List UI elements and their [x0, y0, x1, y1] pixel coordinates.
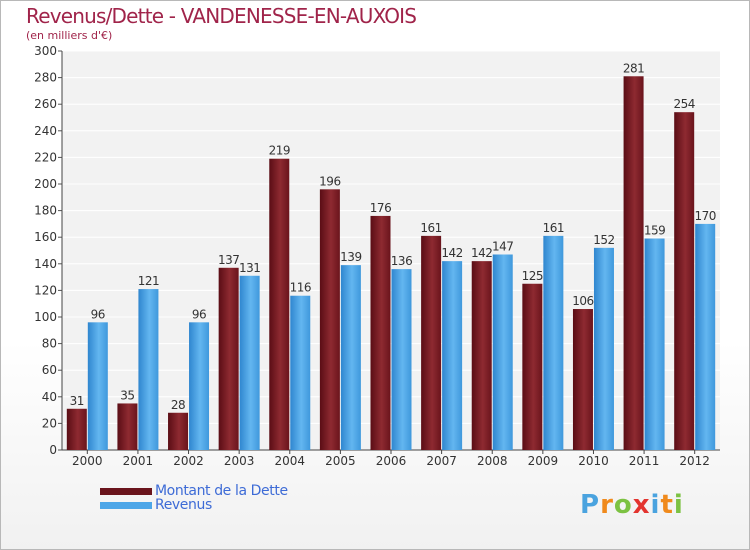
y-tick-label: 0 [49, 443, 57, 457]
data-label-revenus: 152 [593, 233, 614, 247]
data-label-revenus: 142 [441, 246, 462, 260]
bar-revenus [644, 238, 665, 450]
y-tick-label: 120 [34, 283, 57, 297]
bar-dette [674, 112, 695, 451]
y-tick-label: 80 [42, 337, 57, 351]
x-tick-label: 2006 [376, 454, 407, 468]
bar-revenus [340, 265, 361, 450]
bar-revenus [189, 322, 210, 450]
data-label-dette: 219 [269, 144, 290, 158]
y-tick-label: 240 [34, 124, 57, 138]
data-label-dette: 142 [471, 246, 492, 260]
legend: Montant de la Dette Revenus [100, 484, 288, 512]
y-tick-label: 140 [34, 257, 57, 271]
legend-item-revenus: Revenus [100, 498, 288, 512]
bar-revenus [442, 261, 463, 450]
chart-title: Revenus/Dette - VANDENESSE-EN-AUXOIS [26, 4, 417, 28]
bar-revenus [695, 223, 716, 450]
x-tick-label: 2012 [679, 454, 710, 468]
chart-subtitle: (en milliers d'€) [26, 29, 113, 42]
y-tick-label: 220 [34, 150, 57, 164]
proxiti-logo: Proxiti [580, 490, 684, 520]
y-tick-label: 60 [42, 363, 57, 377]
data-label-dette: 161 [420, 221, 441, 235]
data-label-dette: 125 [522, 269, 543, 283]
data-label-revenus: 139 [340, 250, 361, 264]
x-tick-label: 2007 [426, 454, 457, 468]
bar-dette [623, 76, 644, 451]
bar-dette [471, 261, 492, 450]
data-label-revenus: 116 [290, 281, 311, 295]
data-label-revenus: 161 [543, 221, 564, 235]
bar-dette [218, 267, 239, 450]
data-label-dette: 176 [370, 201, 391, 215]
data-label-dette: 28 [171, 398, 185, 412]
legend-swatch-debt [100, 488, 152, 495]
bar-revenus [138, 289, 159, 450]
bar-dette [269, 158, 290, 451]
data-label-dette: 31 [70, 394, 84, 408]
bar-revenus [391, 269, 412, 450]
data-label-dette: 254 [673, 97, 694, 111]
data-label-revenus: 96 [192, 307, 206, 321]
legend-swatch-revenus [100, 502, 152, 509]
data-label-dette: 137 [218, 253, 239, 267]
x-tick-label: 2005 [325, 454, 356, 468]
y-tick-label: 300 [34, 44, 57, 58]
bar-dette [572, 309, 593, 450]
legend-label-revenus: Revenus [155, 497, 212, 513]
legend-label-debt: Montant de la Dette [155, 483, 288, 499]
y-tick-label: 100 [34, 310, 57, 324]
bar-dette [117, 403, 138, 450]
bar-revenus [593, 247, 614, 450]
data-label-dette: 196 [319, 174, 340, 188]
y-tick-label: 260 [34, 97, 57, 111]
x-tick-label: 2011 [629, 454, 660, 468]
bar-revenus [239, 275, 260, 450]
x-tick-label: 2009 [528, 454, 559, 468]
x-tick-label: 2002 [173, 454, 204, 468]
x-tick-label: 2010 [578, 454, 609, 468]
legend-item-debt: Montant de la Dette [100, 484, 288, 498]
data-label-revenus: 131 [239, 261, 260, 275]
bar-revenus [87, 322, 108, 450]
plot-area [62, 51, 720, 450]
bar-dette [319, 189, 340, 450]
bar-revenus [290, 295, 311, 450]
data-label-dette: 35 [120, 388, 134, 402]
data-label-revenus: 136 [391, 254, 412, 268]
bar-dette [66, 408, 87, 450]
bar-revenus [492, 254, 513, 450]
bar-dette [522, 283, 543, 450]
x-tick-label: 2003 [224, 454, 255, 468]
bar-revenus [543, 235, 564, 450]
y-tick-label: 280 [34, 71, 57, 85]
y-tick-label: 160 [34, 230, 57, 244]
data-label-revenus: 159 [644, 224, 665, 238]
bar-dette [421, 235, 442, 450]
bar-dette [168, 412, 189, 450]
data-label-dette: 106 [572, 294, 593, 308]
data-label-revenus: 96 [91, 307, 105, 321]
data-label-dette: 281 [623, 61, 644, 75]
data-label-revenus: 121 [138, 274, 159, 288]
bar-dette [370, 215, 391, 450]
y-tick-label: 40 [42, 390, 57, 404]
data-label-revenus: 147 [492, 239, 513, 253]
x-tick-label: 2004 [274, 454, 305, 468]
x-tick-label: 2008 [477, 454, 508, 468]
x-tick-label: 2001 [123, 454, 154, 468]
data-label-revenus: 170 [694, 209, 715, 223]
y-tick-label: 20 [42, 416, 57, 430]
x-tick-label: 2000 [72, 454, 103, 468]
y-tick-label: 200 [34, 177, 57, 191]
y-tick-label: 180 [34, 204, 57, 218]
